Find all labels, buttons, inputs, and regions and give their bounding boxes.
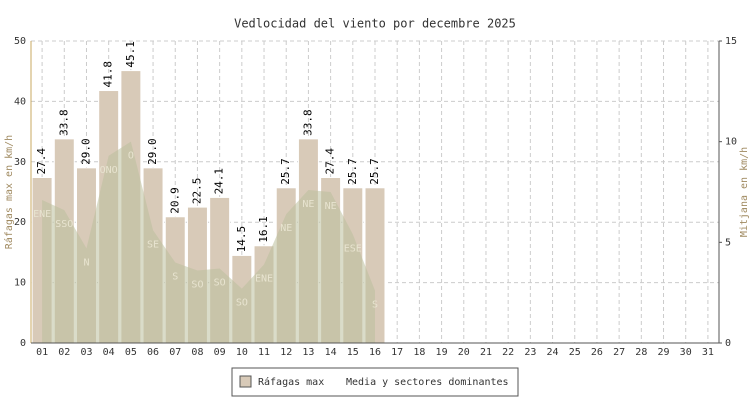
value-label: 33.8 (57, 109, 70, 136)
value-label: 45.1 (124, 41, 137, 68)
x-tick-label: 03 (80, 347, 92, 358)
x-tick-label: 01 (36, 347, 48, 358)
x-tick-label: 16 (369, 347, 381, 358)
x-tick-label: 23 (524, 347, 536, 358)
x-tick-label: 07 (169, 347, 181, 358)
legend-label: Ráfagas max (258, 376, 324, 388)
sector-label: S (372, 300, 378, 311)
y2-tick-label: 15 (725, 36, 737, 47)
x-tick-label: 09 (214, 347, 226, 358)
x-tick-label: 12 (280, 347, 292, 358)
y-tick-label: 50 (14, 36, 26, 47)
y2-tick-label: 5 (725, 237, 731, 248)
sector-label: ESE (344, 243, 362, 254)
y-tick-label: 0 (20, 338, 26, 349)
x-tick-label: 19 (436, 347, 448, 358)
y-tick-label: 30 (14, 157, 26, 168)
sector-label: SE (147, 239, 159, 250)
sector-label: ENE (33, 209, 51, 220)
x-tick-label: 22 (502, 347, 514, 358)
x-tick-label: 31 (702, 347, 714, 358)
sector-label: ENE (255, 273, 273, 284)
x-tick-label: 02 (58, 347, 70, 358)
x-tick-label: 08 (191, 347, 203, 358)
mean-area (42, 141, 376, 343)
x-tick-label: 30 (680, 347, 692, 358)
sector-label: NE (325, 201, 337, 212)
x-tick-label: 17 (391, 347, 403, 358)
sector-label: SO (236, 298, 248, 309)
sector-label: SO (191, 280, 203, 291)
x-tick-label: 05 (125, 347, 137, 358)
x-tick-label: 10 (236, 347, 248, 358)
value-label: 25.7 (368, 158, 381, 185)
value-label: 22.5 (190, 178, 203, 205)
x-tick-label: 28 (635, 347, 647, 358)
sector-label: NE (280, 223, 292, 234)
x-tick-label: 13 (302, 347, 314, 358)
x-tick-label: 15 (347, 347, 359, 358)
value-label: 29.0 (79, 138, 92, 165)
y-tick-label: 40 (14, 96, 26, 107)
sector-label: O (128, 151, 134, 162)
x-tick-label: 14 (325, 347, 337, 358)
sector-label: NE (302, 199, 314, 210)
y-axis-label: Ráfagas max en km/h (3, 135, 15, 249)
x-tick-label: 21 (480, 347, 492, 358)
x-tick-label: 11 (258, 347, 270, 358)
value-label: 41.8 (102, 61, 115, 88)
y-tick-label: 20 (14, 217, 26, 228)
x-tick-label: 04 (103, 347, 115, 358)
legend-swatch (239, 375, 252, 388)
y2-axis-label: Mitjana en km/h (739, 147, 750, 237)
sector-label: SSO (55, 219, 73, 230)
value-label: 33.8 (301, 109, 314, 136)
x-tick-label: 25 (569, 347, 581, 358)
x-tick-label: 29 (657, 347, 669, 358)
legend-label: Media y sectores dominantes (346, 377, 509, 388)
sector-label: ONO (100, 165, 118, 176)
x-tick-label: 24 (547, 347, 559, 358)
legend-box (231, 367, 519, 397)
y2-tick-label: 0 (725, 338, 731, 349)
value-label: 27.4 (35, 148, 48, 175)
x-tick-label: 18 (413, 347, 425, 358)
x-tick-label: 20 (458, 347, 470, 358)
value-label: 25.7 (346, 158, 359, 185)
value-label: 16.1 (257, 216, 270, 243)
y-tick-label: 10 (14, 278, 26, 289)
sector-label: SO (214, 278, 226, 289)
x-tick-label: 06 (147, 347, 159, 358)
x-tick-label: 26 (591, 347, 603, 358)
value-label: 24.1 (213, 168, 226, 195)
value-label: 27.4 (324, 148, 337, 175)
y2-tick-label: 10 (725, 137, 737, 148)
x-tick-label: 27 (613, 347, 625, 358)
chart-title: Vedlocidad del viento por decembre 2025 (234, 17, 516, 31)
sector-label: N (83, 257, 89, 268)
sector-label: S (172, 271, 178, 282)
value-label: 20.9 (168, 187, 181, 214)
value-label: 29.0 (146, 138, 159, 165)
value-label: 25.7 (279, 158, 292, 185)
value-label: 14.5 (235, 226, 248, 253)
